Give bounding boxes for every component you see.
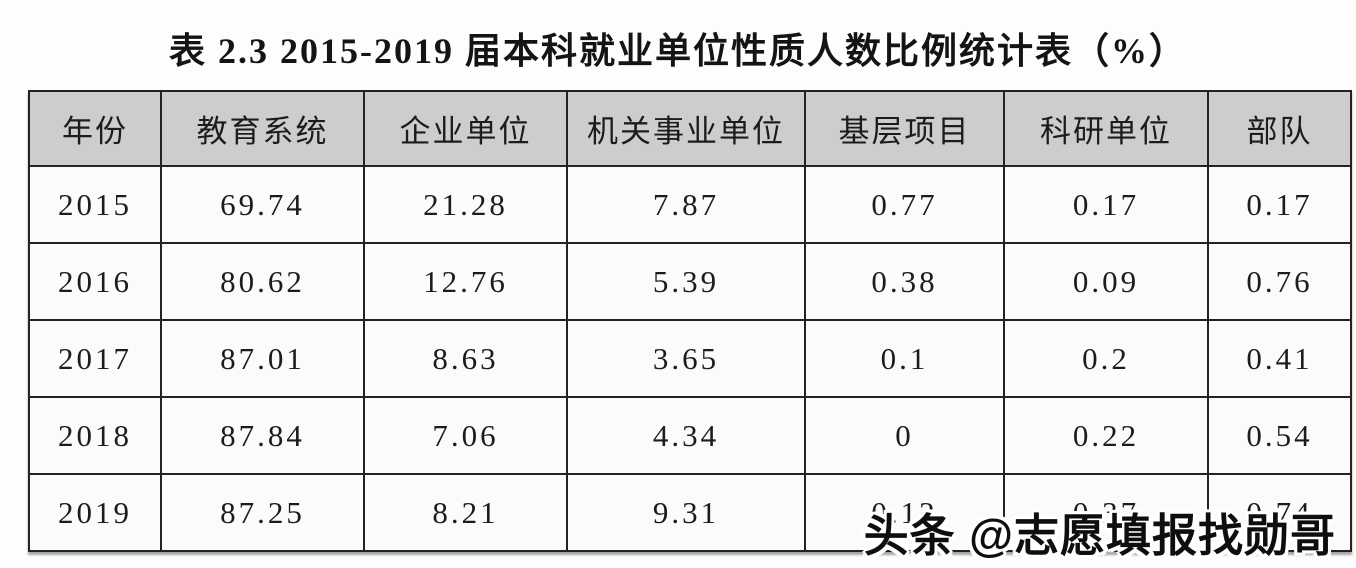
- table-row: 2016 80.62 12.76 5.39 0.38 0.09 0.76: [28, 242, 1352, 321]
- table-row: 2017 87.01 8.63 3.65 0.1 0.2 0.41: [28, 319, 1352, 398]
- value-cell: 87.84: [160, 396, 365, 475]
- value-cell: 0.17: [1207, 165, 1352, 244]
- value-cell: 80.62: [160, 242, 365, 321]
- value-cell: 69.74: [160, 165, 365, 244]
- value-cell: 3.65: [566, 319, 806, 398]
- value-cell: 4.34: [566, 396, 806, 475]
- value-cell: 8.21: [363, 473, 568, 552]
- year-cell: 2018: [28, 396, 162, 475]
- table-row: 2019 87.25 8.21 9.31 0.12 0.37 0.74: [28, 473, 1352, 552]
- value-cell: 0.22: [1003, 396, 1209, 475]
- year-cell: 2017: [28, 319, 162, 398]
- table-row: 2015 69.74 21.28 7.87 0.77 0.17 0.17: [28, 165, 1352, 244]
- year-cell: 2016: [28, 242, 162, 321]
- value-cell: 0.74: [1207, 473, 1352, 552]
- value-cell: 9.31: [566, 473, 806, 552]
- value-cell: 87.01: [160, 319, 365, 398]
- value-cell: 87.25: [160, 473, 365, 552]
- value-cell: 0: [804, 396, 1005, 475]
- value-cell: 0.54: [1207, 396, 1352, 475]
- table-header-row: 年份 教育系统 企业单位 机关事业单位 基层项目 科研单位 部队: [28, 90, 1352, 167]
- column-header-enterprise-unit: 企业单位: [363, 90, 568, 167]
- column-header-military: 部队: [1207, 90, 1352, 167]
- value-cell: 5.39: [566, 242, 806, 321]
- value-cell: 0.41: [1207, 319, 1352, 398]
- table-caption: 表 2.3 2015-2019 届本科就业单位性质人数比例统计表（%）: [169, 31, 1187, 71]
- value-cell: 0.77: [804, 165, 1005, 244]
- column-header-government-institution: 机关事业单位: [566, 90, 806, 167]
- value-cell: 0.1: [804, 319, 1005, 398]
- value-cell: 0.17: [1003, 165, 1209, 244]
- value-cell: 7.06: [363, 396, 568, 475]
- year-cell: 2019: [28, 473, 162, 552]
- value-cell: 12.76: [363, 242, 568, 321]
- column-header-year: 年份: [28, 90, 162, 167]
- column-header-education-system: 教育系统: [160, 90, 365, 167]
- statistics-table: 年份 教育系统 企业单位 机关事业单位 基层项目 科研单位 部队 2015 69…: [28, 90, 1352, 552]
- table-row: 2018 87.84 7.06 4.34 0 0.22 0.54: [28, 396, 1352, 475]
- column-header-research-unit: 科研单位: [1003, 90, 1209, 167]
- value-cell: 0.2: [1003, 319, 1209, 398]
- year-cell: 2015: [28, 165, 162, 244]
- value-cell: 0.76: [1207, 242, 1352, 321]
- value-cell: 0.09: [1003, 242, 1209, 321]
- column-header-grassroots-project: 基层项目: [804, 90, 1005, 167]
- value-cell: 8.63: [363, 319, 568, 398]
- value-cell: 7.87: [566, 165, 806, 244]
- value-cell: 0.38: [804, 242, 1005, 321]
- value-cell: 0.37: [1003, 473, 1209, 552]
- value-cell: 0.12: [804, 473, 1005, 552]
- toutiao-watermark: 头条 @志愿填报找勋哥: [863, 510, 1336, 561]
- value-cell: 21.28: [363, 165, 568, 244]
